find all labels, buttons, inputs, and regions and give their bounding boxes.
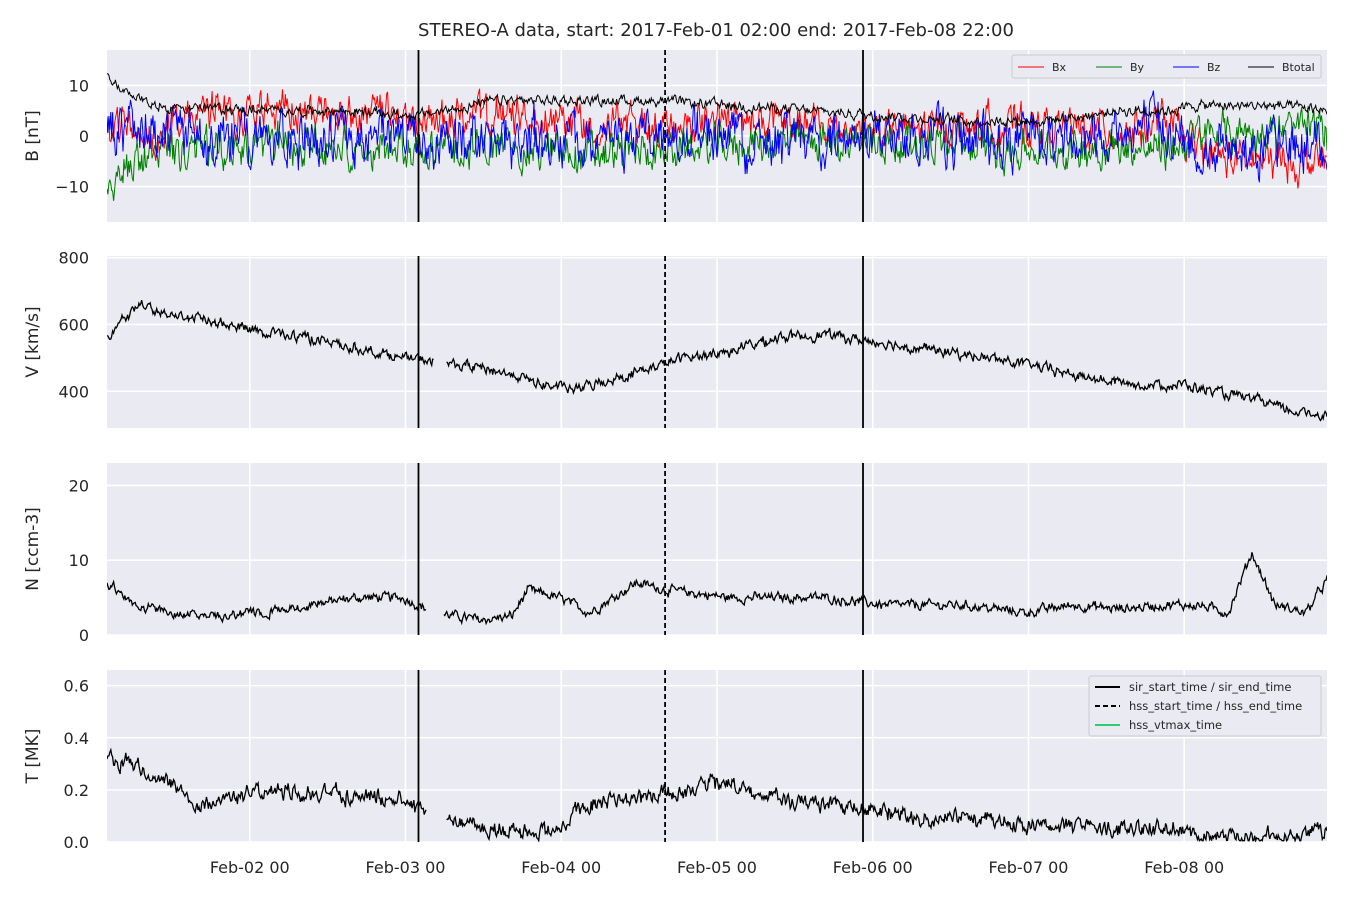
event-legend: sir_start_time / sir_end_time hss_start_t… [1088,675,1322,737]
legend-label: sir_start_time / sir_end_time [1129,680,1291,694]
y-tick-label: 10 [69,551,89,570]
legend-label: hss_vtmax_time [1129,718,1222,732]
x-tick-label: Feb-03 00 [366,858,446,877]
y-tick-label: 10 [69,76,89,95]
y-tick-label: 800 [58,249,89,268]
b-legend: Bx By Bz Btotal [1011,54,1322,79]
legend-label: Bz [1207,61,1221,74]
y-tick-label: 0.0 [64,833,89,852]
chart-title: STEREO-A data, start: 2017-Feb-01 02:00 … [418,20,1014,41]
series-T [107,747,1327,842]
series-Bz [107,90,1327,183]
series-Bx [107,88,1327,189]
legend-box [1011,54,1322,79]
y-tick-label: 0 [79,626,89,645]
y-axis-label: N [ccm-3] [23,507,43,591]
legend-label: hss_start_time / hss_end_time [1129,699,1302,713]
panel-V: 400 600 800 V [km/s] [23,249,1327,428]
y-tick-label: 0.4 [64,729,89,748]
legend-label: Bx [1052,61,1067,74]
y-tick-label: 400 [58,382,89,401]
y-axis-label: B [nT] [23,110,43,162]
y-tick-label: 0.2 [64,781,89,800]
legend-label: Btotal [1282,61,1315,74]
x-tick-label: Feb-08 00 [1144,858,1224,877]
panel-T: 0.0 0.2 0.4 0.6 T [MK] [23,670,1327,852]
y-tick-label: −10 [55,178,89,197]
legend-label: By [1130,61,1145,74]
y-tick-label: 20 [69,476,89,495]
panel-B: −10 0 10 B [nT] [23,50,1327,222]
y-axis-label: V [km/s] [23,306,43,377]
x-tick-label: Feb-07 00 [989,858,1069,877]
y-tick-label: 0.6 [64,677,89,696]
series-V [107,300,1327,422]
y-axis-label: T [MK] [23,729,43,785]
series-Btotal [107,73,1327,129]
panel-N: 0 10 20 N [ccm-3] [23,463,1327,645]
x-tick-label: Feb-05 00 [677,858,757,877]
x-tick-label: Feb-02 00 [210,858,290,877]
y-tick-label: 0 [79,127,89,146]
y-tick-label: 600 [58,315,89,334]
x-tick-label: Feb-06 00 [833,858,913,877]
legend-box [1088,675,1322,737]
series-N [107,552,1327,626]
x-tick-label: Feb-04 00 [521,858,601,877]
